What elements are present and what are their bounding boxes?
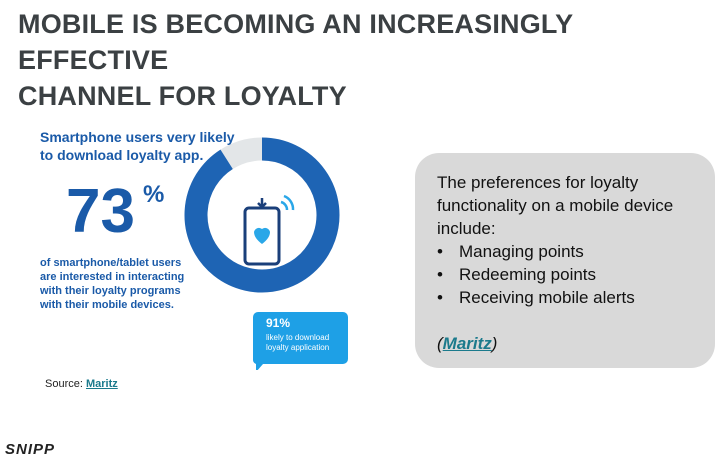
stat: 73 [66,177,135,246]
list-item: Managing points [437,240,715,263]
donut-arc [184,137,340,293]
callout-source: (Maritz) [437,334,498,353]
source-label: Source: [45,378,83,390]
callout-intro: include: [437,219,496,238]
title-line: CHANNEL FOR LOYALTY [18,81,347,111]
list-item: Redeeming points [437,263,715,286]
slide-title: MOBILE IS BECOMING AN INCREASINGLY EFFEC… [18,6,720,114]
heading: to download loyalty app. [40,147,203,163]
heading: Smartphone users very likely [40,129,235,145]
donut-label: 91% [266,316,290,330]
phone-icon [243,194,295,266]
donut-caption: loyalty application [266,343,329,352]
stat-unit: % [143,181,164,208]
description: with their loyalty programs [39,285,181,297]
callout-box: The preferences for loyalty functionalit… [415,153,715,368]
callout-intro: functionality on a mobile device [437,196,674,215]
callout-intro: The preferences for loyalty [437,173,639,192]
list-item: Receiving mobile alerts [437,286,715,309]
donut-caption: likely to download [266,333,329,342]
source-link[interactable]: Maritz [442,334,492,353]
description: with their mobile devices. [39,299,174,311]
description: of smartphone/tablet users [40,257,181,269]
source-link[interactable]: Maritz [85,378,118,390]
source: Source: Maritz [45,378,118,390]
title-line: MOBILE IS BECOMING AN INCREASINGLY EFFEC… [18,9,573,75]
callout-list: Managing points Redeeming points Receivi… [437,240,715,309]
logo: SNIPP [5,441,56,458]
infographic: Smartphone users very likely to download… [39,129,348,370]
speech-bubble [252,312,348,370]
description: are interested in interacting [40,271,184,283]
